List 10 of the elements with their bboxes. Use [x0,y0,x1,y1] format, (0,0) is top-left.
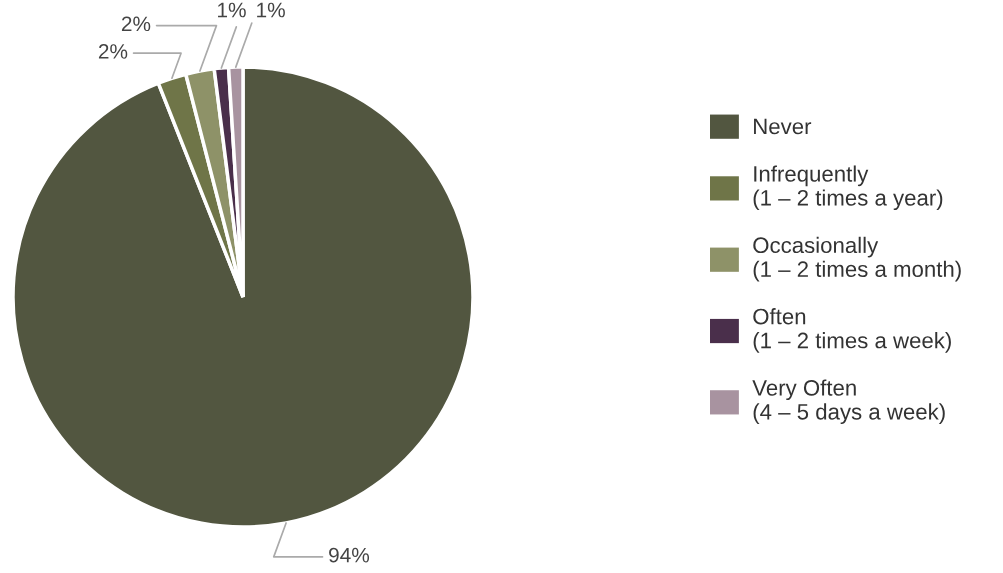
data-label: 94% [329,547,370,563]
legend-label: Infrequently (1 – 2 times a year) [753,165,943,211]
data-label: 2% [98,44,128,59]
data-label: 2% [121,16,151,32]
data-label: 1% [218,2,246,18]
legend-label: Very Often (4 – 5 days a week) [752,379,945,425]
legend-label: Often (1 – 2 times a week) [753,308,951,353]
legend-label: Never [754,118,812,135]
legend-label: Occasionally (1 – 2 times a month) [753,236,961,282]
data-label: 1% [257,2,285,18]
